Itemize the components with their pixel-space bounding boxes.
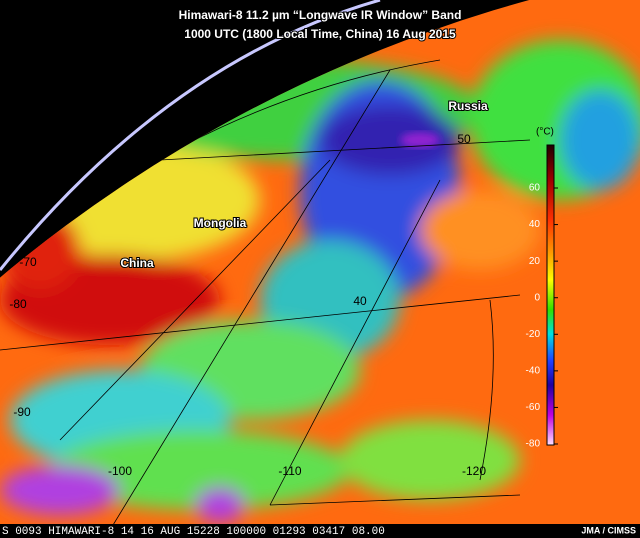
colorbar-tick-label: 40	[529, 219, 541, 230]
place-label: Russia	[448, 99, 488, 113]
subtitle: 1000 UTC (1800 Local Time, China) 16 Aug…	[184, 27, 456, 41]
longitude-label: -100	[108, 464, 132, 478]
colorbar-tick-label: 60	[529, 183, 541, 194]
colorbar-tick-label: -60	[526, 402, 541, 413]
longitude-label: -120	[462, 464, 486, 478]
colorbar-tick-label: 0	[534, 292, 540, 303]
earth-limb	[0, 0, 381, 271]
longitude-label: -80	[9, 297, 27, 311]
colorbar-tick-label: 20	[529, 256, 541, 267]
place-label: China	[120, 256, 154, 270]
place-label: Mongolia	[194, 216, 247, 230]
footer-bar	[0, 524, 640, 538]
longitude-label: -70	[19, 255, 37, 269]
credit: JMA / CIMSS	[581, 525, 636, 535]
colorbar-unit: (°C)	[536, 127, 554, 138]
latitude-label: 50	[457, 132, 471, 146]
longitude-label: -90	[13, 405, 31, 419]
colorbar-tick-label: -80	[526, 439, 541, 450]
colorbar	[546, 144, 555, 446]
latitude-label: 60	[287, 63, 301, 77]
colorbar-tick-label: -20	[526, 329, 541, 340]
latitude-label: 40	[353, 294, 367, 308]
status-line: S 0093 HIMAWARI-8 14 16 AUG 15228 100000…	[2, 526, 385, 538]
longitude-label: -110	[278, 464, 301, 478]
colorbar-tick-label: -40	[526, 365, 541, 376]
title: Himawari-8 11.2 µm “Longwave IR Window” …	[179, 8, 462, 22]
